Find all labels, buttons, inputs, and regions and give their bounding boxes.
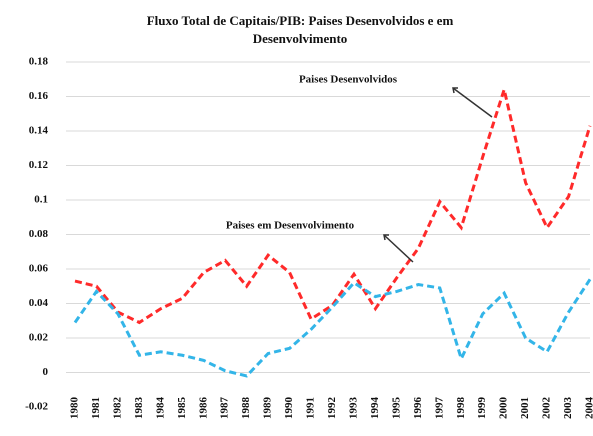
y-tick-label: 0.04 [29,297,49,309]
x-tick-label: 1991 [305,397,317,419]
x-tick-label: 1992 [326,397,338,420]
x-tick-label: 1988 [240,397,252,420]
x-tick-label: 1995 [390,397,402,420]
x-tick-label: 2002 [541,397,553,420]
x-tick-label: 1985 [176,397,188,420]
x-tick-label: 1989 [262,397,274,420]
y-tick-label: 0.08 [29,228,49,240]
x-tick-label: 2001 [519,397,531,419]
series-annotation: Paises Desenvolvidos [299,74,398,86]
title-line: Desenvolvimento [253,31,348,46]
y-tick-label: 0.1 [34,194,48,206]
y-tick-label: 0.18 [29,56,49,68]
x-tick-label: 1984 [154,397,166,420]
arrow-head [383,234,389,241]
y-tick-label: 0.12 [29,159,49,171]
annotations [383,87,493,263]
x-tick-label: 1982 [111,397,123,420]
chart-title: Fluxo Total de Capitais/PIB: Paises Dese… [147,13,454,46]
y-tick-label: 0.06 [29,263,49,275]
x-tick-label: 1994 [369,397,381,420]
y-tick-label: 0.02 [29,332,49,344]
x-tick-label: 1980 [69,397,81,420]
x-tick-label: 1983 [133,397,145,420]
x-tick-label: 1993 [347,397,359,420]
y-tick-label: 0.14 [29,125,49,137]
y-tick-label: 0 [43,366,49,378]
x-tick-label: 1998 [455,397,467,420]
x-tick-label: 2004 [584,397,593,420]
x-tick-label: 2003 [562,397,574,420]
series-line [74,83,592,325]
x-tick-label: 1997 [433,397,445,420]
series-annotation: Paises em Desenvolvimento [226,220,355,232]
title-line: Fluxo Total de Capitais/PIB: Paises Dese… [147,13,454,28]
x-tick-label: 1987 [219,397,231,420]
x-tick-label: 1981 [90,397,102,419]
x-tick-label: 2000 [498,397,510,420]
arrow [452,87,493,118]
y-tick-label: -0.02 [25,401,48,413]
x-tick-label: 1996 [412,397,424,420]
arrow [383,234,414,263]
x-tick-label: 1999 [476,397,488,420]
x-tick-label: 1990 [283,397,295,420]
x-tick-label: 1986 [197,397,209,420]
arrow-head [452,87,458,94]
y-tick-label: 0.16 [29,90,49,102]
series-line [73,278,592,378]
